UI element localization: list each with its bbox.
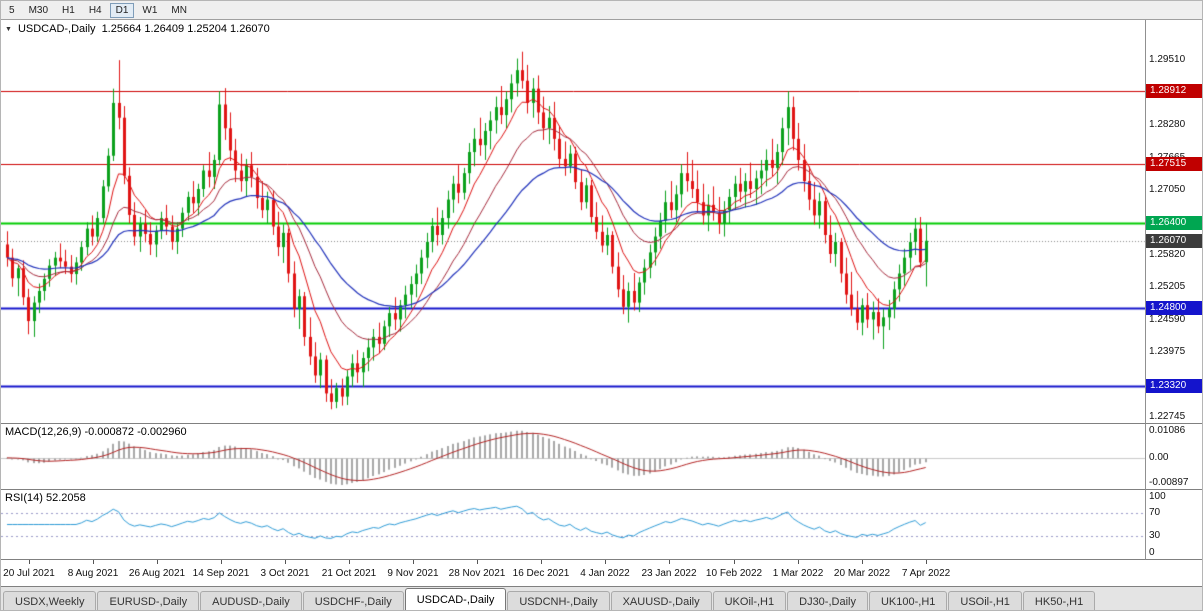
price-tick-label: 1.28280 [1149,119,1185,130]
date-tick [734,560,735,564]
price-badge: 1.26070 [1146,234,1202,248]
rsi-chart-canvas[interactable] [1,490,1145,559]
date-label: 21 Oct 2021 [322,568,376,579]
date-tick [29,560,30,564]
chart-tab-ukoil-h1[interactable]: UKOil-,H1 [713,591,787,611]
date-label: 28 Nov 2021 [449,568,506,579]
price-tick-label: 1.27050 [1149,184,1185,195]
date-axis: 20 Jul 2021 8 Aug 2021 26 Aug 2021 14 Sep 2… [1,560,1202,587]
chart-tab-hk50-h1[interactable]: HK50-,H1 [1023,591,1095,611]
chart-tab-bar: USDX,WeeklyEURUSD-,DailyAUDUSD-,DailyUSD… [1,587,1202,611]
macd-axis: 0.01086 0.00 -0.00897 [1145,424,1202,490]
date-label: 10 Feb 2022 [706,568,762,579]
timeframe-button-mn[interactable]: MN [165,3,193,18]
macd-axis-max-label: 0.01086 [1149,425,1185,436]
date-tick [221,560,222,564]
date-label: 20 Jul 2021 [3,568,55,579]
macd-axis-zero-label: 0.00 [1149,452,1168,463]
chart-symbol-label: USDCAD-,Daily [18,23,96,35]
date-label: 23 Jan 2022 [641,568,696,579]
date-label: 4 Jan 2022 [580,568,630,579]
chart-tab-uk100-h1[interactable]: UK100-,H1 [869,591,947,611]
price-badge: 1.27515 [1146,157,1202,171]
chart-tab-usdcnh-daily[interactable]: USDCNH-,Daily [507,591,609,611]
rsi-label: RSI(14) 52.2058 [5,492,86,504]
date-label: 16 Dec 2021 [513,568,570,579]
date-tick [862,560,863,564]
chart-title: ▼ USDCAD-,Daily 1.25664 1.26409 1.25204 … [5,23,270,35]
chart-collapse-icon[interactable]: ▼ [5,26,12,33]
date-tick [413,560,414,564]
timeframe-toolbar: 5M30H1H4D1W1MN [1,1,1202,20]
date-label: 20 Mar 2022 [834,568,890,579]
chart-ohlc-values: 1.25664 1.26409 1.25204 1.26070 [102,23,270,35]
rsi-axis-30-label: 30 [1149,530,1160,541]
chart-tab-dj30-daily[interactable]: DJ30-,Daily [787,591,868,611]
price-badge: 1.26400 [1146,216,1202,230]
price-badge: 1.23320 [1146,379,1202,393]
price-tick-label: 1.25205 [1149,281,1185,292]
rsi-axis-70-label: 70 [1149,507,1160,518]
rsi-axis-0-label: 0 [1149,547,1155,558]
price-tick-label: 1.22745 [1149,411,1185,422]
date-tick [93,560,94,564]
date-label: 9 Nov 2021 [387,568,438,579]
main-plot-area[interactable]: ▼ USDCAD-,Daily 1.25664 1.26409 1.25204 … [1,20,1145,424]
timeframe-button-w1[interactable]: W1 [136,3,163,18]
date-label: 1 Mar 2022 [773,568,824,579]
rsi-plot-area[interactable]: RSI(14) 52.2058 [1,490,1145,560]
price-tick-label: 1.25820 [1149,249,1185,260]
date-tick [669,560,670,564]
date-tick [285,560,286,564]
macd-axis-min-label: -0.00897 [1149,477,1188,488]
macd-plot-area[interactable]: MACD(12,26,9) -0.000872 -0.002960 [1,424,1145,490]
price-tick-label: 1.23975 [1149,346,1185,357]
chart-tab-xauusd-daily[interactable]: XAUUSD-,Daily [611,591,712,611]
price-tick-label: 1.24590 [1149,314,1185,325]
price-tick-label: 1.29510 [1149,54,1185,65]
rsi-axis-100-label: 100 [1149,491,1166,502]
macd-panel: MACD(12,26,9) -0.000872 -0.002960 0.0108… [1,424,1202,490]
date-label: 14 Sep 2021 [193,568,250,579]
date-tick [605,560,606,564]
price-badge: 1.24800 [1146,301,1202,315]
date-label: 7 Apr 2022 [902,568,950,579]
chart-tab-usoil-h1[interactable]: USOil-,H1 [948,591,1022,611]
rsi-axis: 100 70 30 0 [1145,490,1202,560]
chart-tab-usdchf-daily[interactable]: USDCHF-,Daily [303,591,404,611]
rsi-panel: RSI(14) 52.2058 100 70 30 0 [1,490,1202,560]
date-tick [477,560,478,564]
timeframe-button-d1[interactable]: D1 [110,3,135,18]
main-price-axis: 1.295101.288951.282801.276651.270501.264… [1145,20,1202,424]
timeframe-button-5[interactable]: 5 [3,3,21,18]
chart-tab-audusd-daily[interactable]: AUDUSD-,Daily [200,591,302,611]
main-chart-panel: ▼ USDCAD-,Daily 1.25664 1.26409 1.25204 … [1,20,1202,424]
timeframe-button-h1[interactable]: H1 [56,3,81,18]
candlestick-chart-canvas[interactable] [1,20,1145,423]
trading-platform-window: 5M30H1H4D1W1MN ▼ USDCAD-,Daily 1.25664 1… [0,0,1203,611]
date-tick [926,560,927,564]
chart-tab-usdx-weekly[interactable]: USDX,Weekly [3,591,96,611]
date-tick [349,560,350,564]
date-label: 3 Oct 2021 [261,568,310,579]
date-label: 8 Aug 2021 [68,568,119,579]
date-tick [798,560,799,564]
timeframe-button-h4[interactable]: H4 [83,3,108,18]
macd-label: MACD(12,26,9) -0.000872 -0.002960 [5,426,187,438]
price-badge: 1.28912 [1146,84,1202,98]
date-label: 26 Aug 2021 [129,568,185,579]
chart-tab-eurusd-daily[interactable]: EURUSD-,Daily [97,591,199,611]
timeframe-button-m30[interactable]: M30 [23,3,54,18]
date-tick [157,560,158,564]
date-tick [541,560,542,564]
chart-tab-usdcad-daily[interactable]: USDCAD-,Daily [405,588,507,611]
